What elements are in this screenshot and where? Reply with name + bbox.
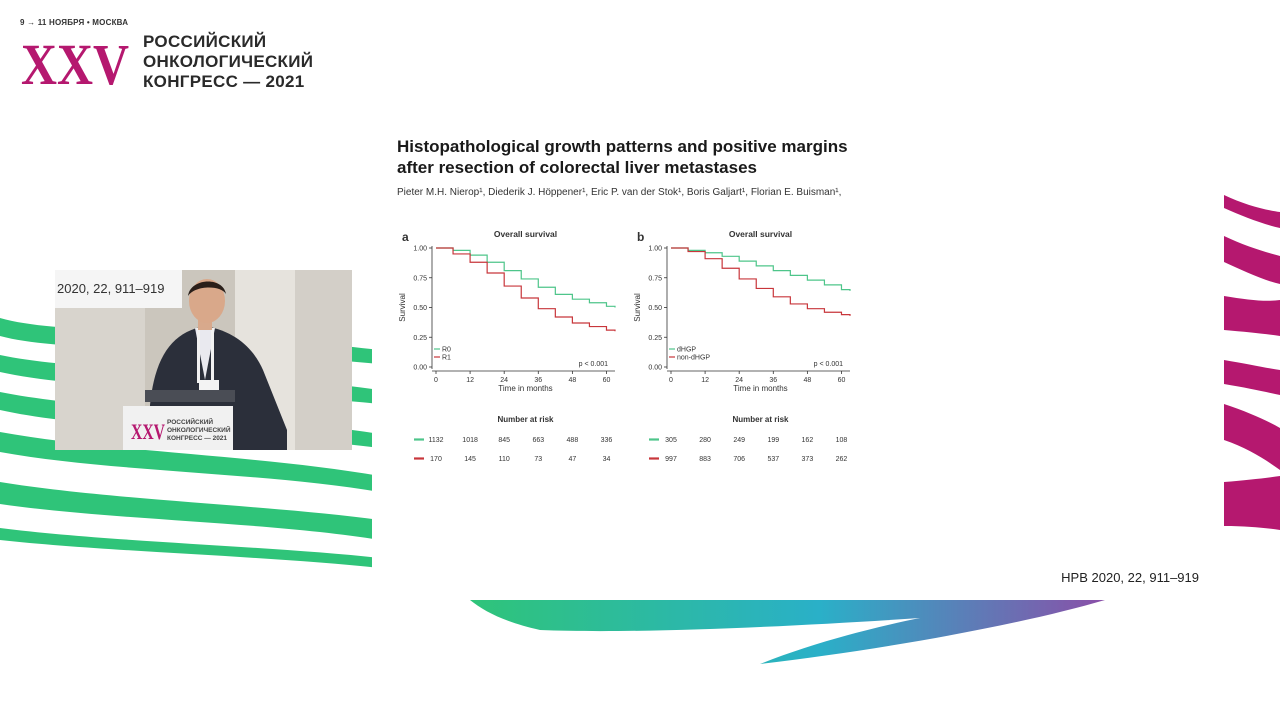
risk-value: 305 <box>665 437 677 444</box>
risk-value: 488 <box>567 437 579 444</box>
risk-value: 336 <box>601 437 613 444</box>
bottom-wave-decoration <box>470 600 1105 664</box>
event-name-line: ОНКОЛОГИЧЕСКИЙ <box>143 52 314 71</box>
event-name-line: РОССИЙСКИЙ <box>143 32 267 51</box>
legend-label: R1 <box>442 355 451 362</box>
legend-label: dHGP <box>677 347 696 354</box>
slide-reference: HPB 2020, 22, 911–919 <box>1061 570 1199 585</box>
legend-label: non-dHGP <box>677 355 710 362</box>
y-tick-label: 0.75 <box>413 275 427 282</box>
risk-value: 1018 <box>462 437 478 444</box>
legend-label: R0 <box>442 347 451 354</box>
presentation-slide: Histopathological growth patterns and po… <box>372 122 1223 600</box>
risk-table-title: Number at risk <box>732 415 789 424</box>
risk-value: 997 <box>665 456 677 463</box>
speaker-video: XXV РОССИЙСКИЙ ОНКОЛОГИЧЕСКИЙ КОНГРЕСС —… <box>55 270 352 450</box>
y-tick-label: 0.50 <box>648 305 662 312</box>
risk-value: 73 <box>534 456 542 463</box>
risk-value: 663 <box>532 437 544 444</box>
xxv-logo-mark: XXV <box>21 34 129 88</box>
x-tick-label: 0 <box>669 377 673 384</box>
risk-value: 373 <box>802 456 814 463</box>
y-tick-label: 0.25 <box>413 335 427 342</box>
y-axis-label: Survival <box>398 293 407 322</box>
y-tick-label: 1.00 <box>413 246 427 253</box>
risk-value: 34 <box>603 456 611 463</box>
panel-label: a <box>402 230 409 244</box>
video-reference-overlay: 2020, 22, 911–919 <box>55 270 182 308</box>
risk-value: 706 <box>733 456 745 463</box>
y-tick-label: 0.25 <box>648 335 662 342</box>
x-tick-label: 60 <box>603 377 611 384</box>
paper-authors: Pieter M.H. Nierop¹, Diederik J. Höppene… <box>397 187 842 198</box>
x-axis-label: Time in months <box>498 384 552 393</box>
x-tick-label: 0 <box>434 377 438 384</box>
risk-value: 537 <box>767 456 779 463</box>
panel-label: b <box>637 230 644 244</box>
podium-logo-mark: XXV <box>131 419 165 444</box>
x-tick-label: 36 <box>534 377 542 384</box>
series-line <box>671 247 851 291</box>
podium-logo-text: ОНКОЛОГИЧЕСКИЙ <box>167 425 231 434</box>
event-date: 9 → 11 НОЯБРЯ • МОСКВА <box>20 18 129 27</box>
chart-title: Overall survival <box>729 229 792 239</box>
event-name: РОССИЙСКИЙ ОНКОЛОГИЧЕСКИЙ КОНГРЕСС — 202… <box>143 32 313 92</box>
survival-chart-b: b Overall survival 0.00 0.25 0.50 0.75 1.00 0 12… <box>633 229 851 463</box>
survival-chart-a: a Overall survival 0.00 0.25 0.50 0.75 1.00 0 12… <box>398 229 616 463</box>
podium-logo-text: РОССИЙСКИЙ <box>167 417 213 426</box>
x-tick-label: 48 <box>803 377 811 384</box>
y-tick-label: 0.50 <box>413 305 427 312</box>
risk-table-title: Number at risk <box>497 415 554 424</box>
xxv-logo-text: XXV <box>21 34 129 88</box>
paper-title: Histopathological growth patterns and po… <box>397 136 848 178</box>
risk-value: 280 <box>699 437 711 444</box>
p-value: p < 0.001 <box>579 361 608 368</box>
x-tick-label: 12 <box>466 377 474 384</box>
risk-value: 1132 <box>428 437 443 444</box>
series-line <box>671 247 851 316</box>
risk-value: 47 <box>568 456 576 463</box>
risk-value: 249 <box>733 437 745 444</box>
x-tick-label: 24 <box>735 377 743 384</box>
series-line <box>436 247 616 332</box>
y-tick-label: 0.75 <box>648 275 662 282</box>
x-tick-label: 24 <box>500 377 508 384</box>
y-axis-label: Survival <box>633 293 642 322</box>
speaker-head <box>189 279 225 323</box>
x-tick-label: 60 <box>838 377 846 384</box>
risk-value: 262 <box>836 456 848 463</box>
y-tick-label: 0.00 <box>413 365 427 372</box>
risk-value: 108 <box>836 437 848 444</box>
paper-title-line: after resection of colorectal liver meta… <box>397 158 757 177</box>
risk-value: 845 <box>498 437 510 444</box>
risk-value: 199 <box>767 437 779 444</box>
risk-value: 883 <box>699 456 711 463</box>
risk-value: 145 <box>464 456 476 463</box>
risk-value: 170 <box>430 456 442 463</box>
risk-value: 110 <box>499 456 510 463</box>
y-tick-label: 1.00 <box>648 246 662 253</box>
x-tick-label: 48 <box>568 377 576 384</box>
x-tick-label: 36 <box>769 377 777 384</box>
risk-value: 162 <box>802 437 814 444</box>
podium-logo-text: КОНГРЕСС — 2021 <box>167 435 227 442</box>
x-tick-label: 12 <box>701 377 709 384</box>
x-axis-label: Time in months <box>733 384 787 393</box>
podium <box>123 406 233 450</box>
paper-title-line: Histopathological growth patterns and po… <box>397 137 848 156</box>
event-name-line: КОНГРЕСС — 2021 <box>143 72 305 91</box>
right-wave-decoration <box>1224 195 1280 530</box>
chart-title: Overall survival <box>494 229 557 239</box>
p-value: p < 0.001 <box>814 361 843 368</box>
y-tick-label: 0.00 <box>648 365 662 372</box>
